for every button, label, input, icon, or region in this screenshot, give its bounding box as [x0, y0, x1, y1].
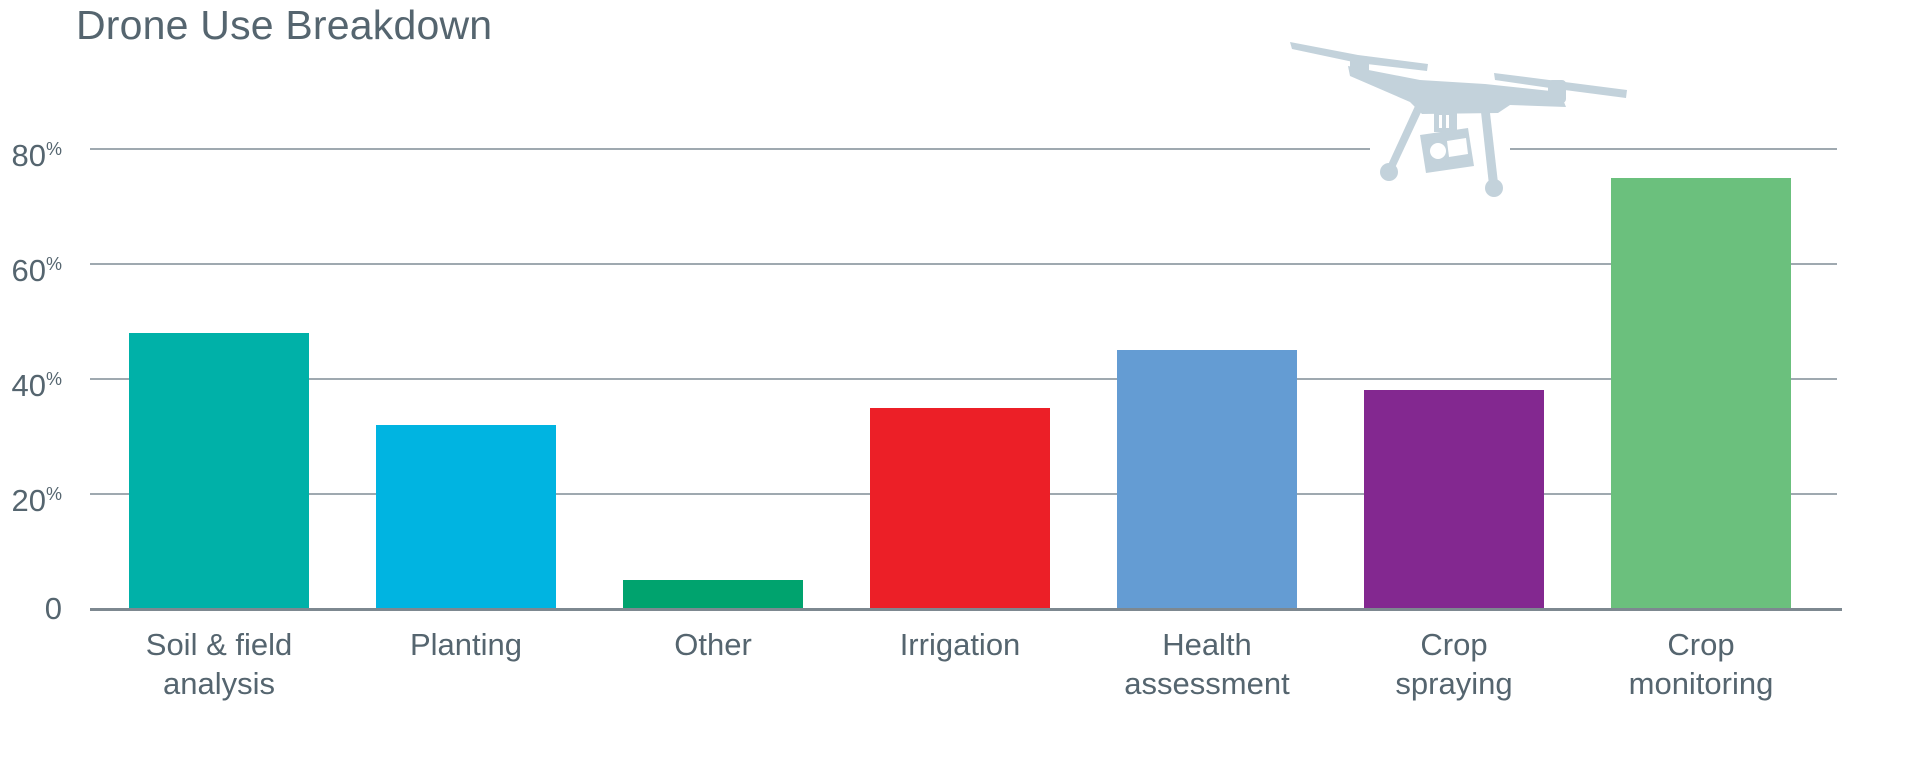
bar-label-crop-spraying: Crop spraying	[1395, 627, 1513, 701]
bar-label-irrigation: Irrigation	[899, 627, 1021, 662]
percent-sign: %	[45, 139, 62, 159]
gridline-60	[90, 263, 1837, 265]
x-axis-line	[90, 608, 1842, 611]
bar-crop-spraying	[1364, 390, 1544, 609]
y-tick-label-40: 40%	[11, 368, 63, 403]
bar-crop-monitoring	[1611, 178, 1791, 609]
bar-other	[623, 580, 803, 609]
bar-planting	[376, 425, 556, 609]
bar-health-assessment	[1117, 350, 1297, 609]
y-tick-label-20: 20%	[11, 483, 63, 518]
bar-soil-field-analysis	[129, 333, 309, 609]
drone-icon	[1290, 42, 1627, 197]
y-tick-label-60: 60%	[11, 253, 63, 288]
bar-label-crop-monitoring: Crop monitoring	[1628, 627, 1774, 701]
bar-label-health-assessment: Health assessment	[1124, 627, 1290, 701]
bar-label-planting: Planting	[409, 627, 523, 662]
percent-sign: %	[45, 369, 62, 389]
gridline-40	[90, 378, 1837, 380]
percent-sign: %	[45, 484, 62, 504]
bar-label-other: Other	[674, 627, 752, 662]
y-tick-label-80: 80%	[11, 138, 63, 173]
bar-irrigation	[870, 408, 1050, 609]
chart-title: Drone Use Breakdown	[76, 2, 493, 48]
gridline-80	[90, 148, 1837, 150]
y-tick-label-0: 0	[44, 591, 62, 626]
percent-sign: %	[45, 254, 62, 274]
bar-label-soil-field-analysis: Soil & field analysis	[145, 627, 293, 701]
